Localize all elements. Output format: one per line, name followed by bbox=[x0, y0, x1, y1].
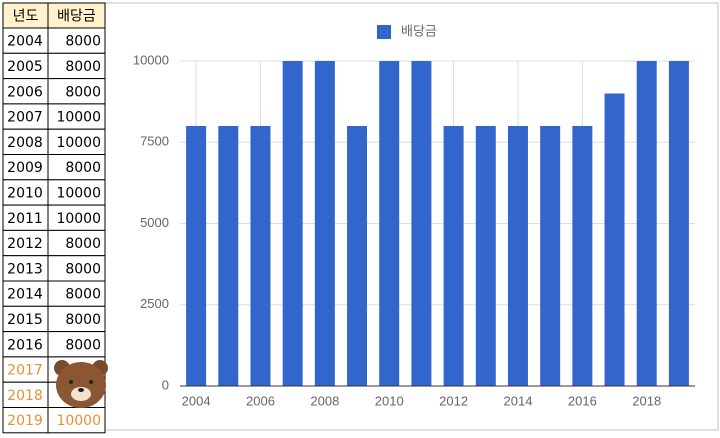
value-cell: 8000 bbox=[65, 337, 101, 353]
x-tick-label: 2014 bbox=[504, 393, 533, 408]
value-cell: 8000 bbox=[65, 34, 101, 50]
value-cell: 10000 bbox=[56, 185, 101, 201]
bar bbox=[218, 126, 239, 386]
row-cell bbox=[47, 154, 106, 181]
row-cell bbox=[47, 128, 106, 155]
header-cell bbox=[2, 2, 106, 29]
bar bbox=[540, 126, 561, 386]
year-cell: 2011 bbox=[7, 211, 43, 227]
year-cell: 2010 bbox=[7, 185, 43, 201]
value-cell: 8000 bbox=[65, 287, 101, 303]
year-cell: 2007 bbox=[7, 110, 43, 126]
bar bbox=[186, 126, 207, 386]
x-tick-label: 2006 bbox=[246, 393, 275, 408]
x-tick-label: 2012 bbox=[439, 393, 468, 408]
value-cell: 10000 bbox=[56, 211, 101, 227]
x-tick-label: 2008 bbox=[310, 393, 339, 408]
x-tick-label: 2016 bbox=[568, 393, 597, 408]
year-cell: 2013 bbox=[7, 261, 43, 277]
row-cell bbox=[47, 305, 106, 333]
value-cell: 8000 bbox=[65, 160, 101, 176]
bar bbox=[347, 126, 368, 386]
year-cell: 2018 bbox=[7, 388, 43, 404]
row-cell bbox=[2, 229, 49, 257]
bar bbox=[475, 126, 496, 386]
bar bbox=[572, 126, 593, 386]
row-cell bbox=[47, 27, 106, 54]
x-tick-label: 2018 bbox=[632, 393, 661, 408]
bar bbox=[314, 61, 335, 386]
legend-label: 배당금 bbox=[401, 25, 437, 40]
row-cell bbox=[2, 331, 49, 358]
value-cell: 8000 bbox=[65, 59, 101, 75]
value-cell: 10000 bbox=[56, 413, 101, 429]
row-cell bbox=[47, 78, 106, 105]
year-cell: 2019 bbox=[7, 413, 43, 429]
value-cell: 8000 bbox=[65, 312, 101, 328]
y-tick-label: 2500 bbox=[140, 296, 169, 311]
year-cell: 2015 bbox=[7, 312, 43, 328]
year-cell: 2012 bbox=[7, 236, 43, 252]
header-text: 년도 bbox=[13, 9, 39, 25]
year-cell: 2006 bbox=[7, 84, 43, 100]
y-tick-label: 0 bbox=[162, 377, 169, 392]
bar bbox=[636, 61, 657, 386]
y-tick-label: 5000 bbox=[140, 215, 169, 230]
bar bbox=[604, 93, 625, 386]
bar bbox=[379, 61, 400, 386]
year-cell: 2014 bbox=[7, 287, 43, 303]
row-cell bbox=[47, 280, 106, 307]
bar bbox=[443, 126, 464, 386]
year-cell: 2016 bbox=[7, 337, 43, 353]
bear-sticker bbox=[54, 360, 108, 408]
value-cell: 8000 bbox=[65, 236, 101, 252]
y-tick-label: 10000 bbox=[133, 52, 169, 67]
bar bbox=[411, 61, 432, 386]
year-cell: 2005 bbox=[7, 59, 43, 75]
row-cell bbox=[47, 52, 106, 80]
year-cell: 2009 bbox=[7, 160, 43, 176]
value-cell: 10000 bbox=[56, 135, 101, 151]
year-cell: 2017 bbox=[7, 363, 43, 379]
row-cell bbox=[47, 255, 106, 282]
bar bbox=[668, 61, 689, 386]
row-cell bbox=[47, 204, 106, 231]
row-cell bbox=[2, 305, 49, 333]
y-tick-label: 7500 bbox=[140, 134, 169, 149]
legend-swatch bbox=[377, 25, 391, 39]
row-cell bbox=[2, 27, 49, 54]
x-tick-label: 2010 bbox=[375, 393, 404, 408]
row-cell bbox=[47, 407, 106, 434]
year-cell: 2004 bbox=[7, 34, 43, 50]
header-text: 배당금 bbox=[57, 9, 96, 25]
row-cell bbox=[47, 179, 106, 206]
bar bbox=[250, 126, 271, 386]
bar bbox=[282, 61, 303, 386]
row-cell bbox=[47, 103, 106, 130]
bar bbox=[507, 126, 528, 386]
value-cell: 8000 bbox=[65, 261, 101, 277]
year-cell: 2008 bbox=[7, 135, 43, 151]
value-cell: 8000 bbox=[65, 84, 101, 100]
row-cell bbox=[2, 128, 49, 155]
value-cell: 10000 bbox=[56, 110, 101, 126]
row-cell bbox=[47, 331, 106, 358]
x-tick-label: 2004 bbox=[182, 393, 211, 408]
